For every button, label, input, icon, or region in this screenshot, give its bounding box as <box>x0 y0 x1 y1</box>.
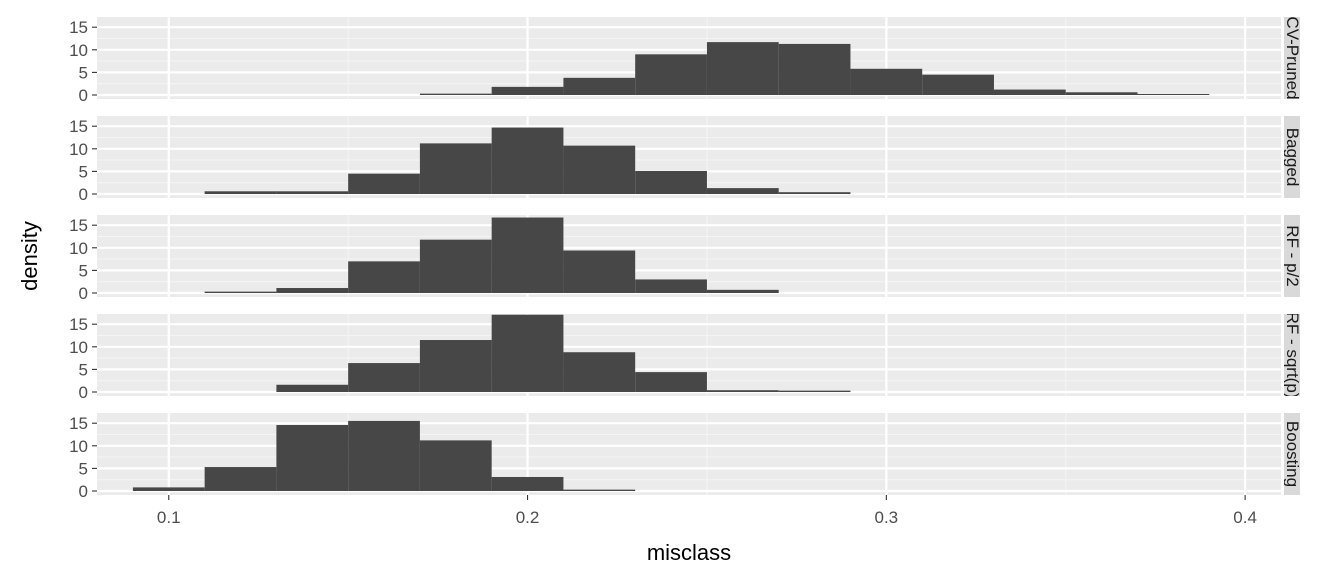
y-tick-label: 0 <box>79 482 88 501</box>
facet-strip-label-group: Boosting <box>1283 421 1302 487</box>
histogram-bar <box>706 42 779 95</box>
y-tick-label: 10 <box>69 437 88 456</box>
panels: 0 5 10 15 CV-Pruned 0 5 10 15 Bagged 0 5 10 15 RF - p/… <box>69 16 1302 527</box>
facet-strip-label: Boosting <box>1283 421 1302 487</box>
y-tick-label: 10 <box>69 140 88 159</box>
x-tick-label: 0.3 <box>875 508 899 527</box>
facet-strip-label: Bagged <box>1283 128 1302 187</box>
x-axis-title: misclass <box>647 540 731 565</box>
facet-strip-label: CV-Pruned <box>1283 16 1302 99</box>
histogram-bar <box>348 420 420 491</box>
histogram-bar <box>993 89 1066 95</box>
facet-strip-label-group: Bagged <box>1283 128 1302 187</box>
y-tick-label: 15 <box>69 18 88 37</box>
y-tick-label: 10 <box>69 41 88 60</box>
y-tick-label: 0 <box>79 284 88 303</box>
histogram-bar <box>563 77 636 95</box>
histogram-bar <box>563 352 636 392</box>
histogram-bar <box>491 217 564 293</box>
y-tick-label: 5 <box>79 459 88 478</box>
histogram-bar <box>922 74 994 95</box>
facet-strip-label: RF - p/2 <box>1283 225 1302 286</box>
histogram-bar <box>778 192 851 194</box>
histogram-bar <box>706 289 779 293</box>
histogram-bar <box>635 279 707 293</box>
y-tick-label: 15 <box>69 315 88 334</box>
histogram-bar <box>1065 92 1138 95</box>
histogram-bar <box>563 145 636 194</box>
histogram-bar <box>491 86 564 95</box>
histogram-bar <box>419 440 492 491</box>
histogram-bar <box>132 487 205 491</box>
x-tick-label: 0.4 <box>1233 508 1257 527</box>
x-axis: 0.1 0.2 0.3 0.4 <box>157 495 1257 527</box>
facet-panel-3: 0 5 10 15 RF - p/2 <box>69 215 1302 303</box>
histogram-bar <box>1137 94 1210 95</box>
y-tick-label: 15 <box>69 216 88 235</box>
facet-strip <box>1284 314 1300 396</box>
histogram-bar <box>419 143 492 194</box>
y-tick-label: 5 <box>79 63 88 82</box>
histogram-bar <box>491 127 564 194</box>
facet-panel-5: 0 5 10 15 Boosting <box>69 413 1302 501</box>
y-tick-label: 0 <box>79 185 88 204</box>
histogram-bar <box>706 188 779 194</box>
x-tick-label: 0.2 <box>516 508 540 527</box>
y-tick-label: 15 <box>69 117 88 136</box>
histogram-bar <box>348 173 420 194</box>
histogram-bar <box>204 291 277 293</box>
histogram-bar <box>204 467 277 491</box>
histogram-bar <box>276 191 349 194</box>
facet-strip <box>1284 17 1300 99</box>
facet-strip <box>1284 116 1300 198</box>
facet-strip <box>1284 413 1300 495</box>
histogram-bar <box>635 372 707 392</box>
facet-strip-label-group: CV-Pruned <box>1283 16 1302 99</box>
histogram-bar <box>276 384 349 392</box>
y-tick-label: 15 <box>69 414 88 433</box>
facet-strip-label-group: RF - sqrt(p) <box>1283 312 1302 399</box>
y-tick-label: 5 <box>79 162 88 181</box>
y-tick-label: 0 <box>79 86 88 105</box>
facet-strip <box>1284 215 1300 297</box>
histogram-bar <box>491 476 564 491</box>
facet-strip-label: RF - sqrt(p) <box>1283 312 1302 399</box>
histogram-bar <box>348 261 420 293</box>
histogram-bar <box>778 390 851 392</box>
histogram-bar <box>419 93 492 95</box>
histogram-bar <box>850 68 923 95</box>
histogram-bar <box>635 54 707 95</box>
y-tick-label: 10 <box>69 338 88 357</box>
facet-strip-label-group: RF - p/2 <box>1283 225 1302 286</box>
y-tick-label: 0 <box>79 383 88 402</box>
histogram-bar <box>276 288 349 293</box>
x-tick-label: 0.1 <box>157 508 181 527</box>
histogram-bar <box>419 340 492 392</box>
y-tick-label: 10 <box>69 239 88 258</box>
histogram-bar <box>491 314 564 392</box>
histogram-bar <box>563 489 636 491</box>
y-axis-title: density <box>17 221 42 291</box>
histogram-bar <box>204 191 277 194</box>
histogram-bar <box>778 43 851 95</box>
facet-panel-4: 0 5 10 15 RF - sqrt(p) <box>69 312 1302 402</box>
facet-panel-1: 0 5 10 15 CV-Pruned <box>69 16 1302 105</box>
histogram-bar <box>348 363 420 392</box>
histogram-bar <box>635 170 707 194</box>
y-tick-label: 5 <box>79 261 88 280</box>
histogram-bar <box>563 250 636 293</box>
histogram-bar <box>276 425 349 491</box>
histogram-bar <box>706 390 779 392</box>
histogram-bar <box>419 239 492 293</box>
facet-panel-2: 0 5 10 15 Bagged <box>69 116 1302 204</box>
y-tick-label: 5 <box>79 360 88 379</box>
